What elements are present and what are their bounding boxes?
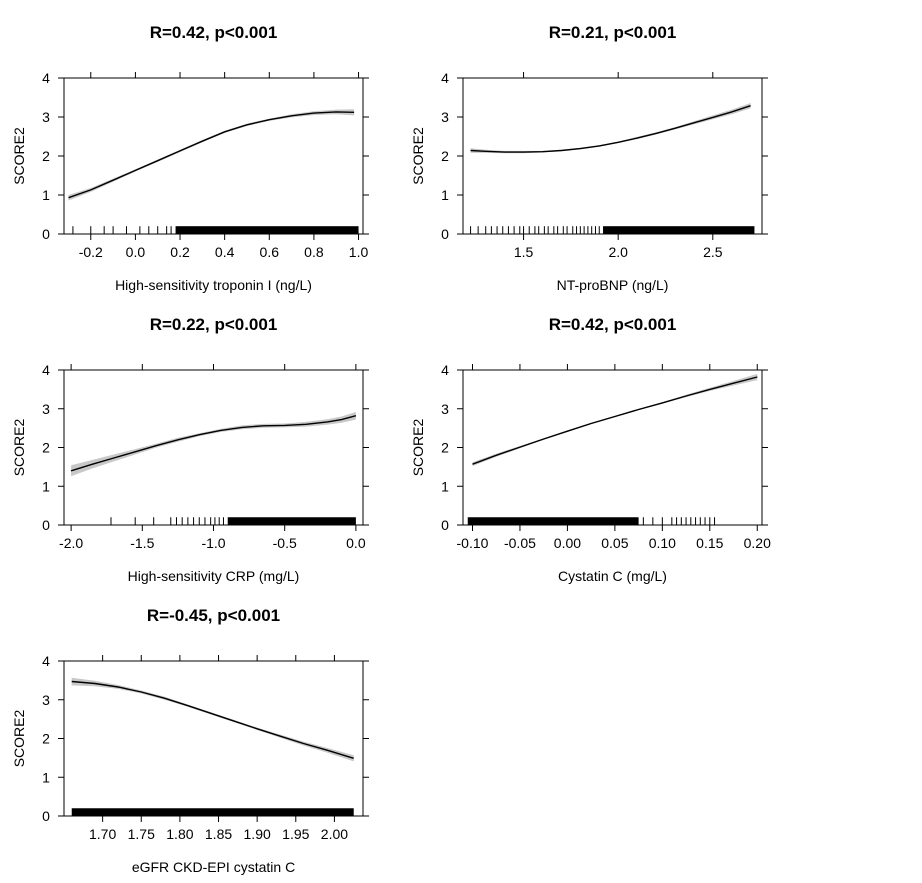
x-tick-label: -2.0 bbox=[59, 535, 83, 551]
y-axis-label: SCORE2 bbox=[410, 127, 426, 185]
x-tick-label: 1.0 bbox=[349, 244, 369, 260]
rug-dense-block bbox=[175, 226, 359, 234]
x-axis-label: Cystatin C (mg/L) bbox=[558, 568, 667, 584]
x-tick-label: 1.95 bbox=[282, 826, 309, 842]
x-tick-label: -0.10 bbox=[457, 535, 489, 551]
x-tick-label: 2.0 bbox=[608, 244, 628, 260]
x-tick-label: 0.05 bbox=[601, 535, 628, 551]
x-axis-label: High-sensitivity troponin I (ng/L) bbox=[115, 277, 312, 293]
y-tick-label: 0 bbox=[42, 808, 50, 824]
y-tick-label: 4 bbox=[42, 362, 50, 378]
rug-dense-block bbox=[71, 808, 354, 816]
y-tick-label: 2 bbox=[441, 148, 449, 164]
y-tick-label: 2 bbox=[42, 440, 50, 456]
y-tick-label: 3 bbox=[441, 109, 449, 125]
x-tick-label: 0.2 bbox=[170, 244, 190, 260]
confidence-band bbox=[71, 677, 354, 762]
x-tick-label: 2.00 bbox=[321, 826, 348, 842]
plot-frame bbox=[63, 77, 364, 235]
fitted-curve bbox=[71, 680, 354, 759]
x-tick-label: -0.5 bbox=[273, 535, 297, 551]
x-tick-label: 1.80 bbox=[166, 826, 193, 842]
y-tick-label: 2 bbox=[441, 440, 449, 456]
rug-dense-block bbox=[467, 517, 639, 525]
chart-title: R=-0.45, p<0.001 bbox=[147, 606, 280, 625]
x-tick-label: 0.0 bbox=[126, 244, 146, 260]
chart-title: R=0.42, p<0.001 bbox=[150, 23, 278, 42]
x-axis-label: eGFR CKD-EPI cystatin C bbox=[132, 859, 295, 875]
y-tick-label: 3 bbox=[42, 692, 50, 708]
y-axis-label: SCORE2 bbox=[410, 419, 426, 477]
panel-1: R=0.42, p<0.001 -0.2 0.0 0.2 0.4 0.6 0.8 1.0 0 1 2… bbox=[11, 23, 369, 293]
y-tick-label: 1 bbox=[42, 187, 50, 203]
y-axis-label: SCORE2 bbox=[11, 419, 27, 477]
y-tick-label: 1 bbox=[42, 478, 50, 494]
x-tick-label: 0.00 bbox=[554, 535, 581, 551]
confidence-band bbox=[68, 109, 355, 201]
x-axis-label: High-sensitivity CRP (mg/L) bbox=[128, 568, 300, 584]
chart-title: R=0.21, p<0.001 bbox=[549, 23, 677, 42]
rug-dense-block bbox=[227, 517, 356, 525]
rug-dense-block bbox=[603, 226, 755, 234]
x-tick-label: 0.6 bbox=[260, 244, 280, 260]
y-tick-label: 4 bbox=[42, 70, 50, 86]
y-tick-label: 2 bbox=[42, 148, 50, 164]
x-tick-label: -1.5 bbox=[130, 535, 154, 551]
x-tick-label: 0.15 bbox=[696, 535, 723, 551]
x-tick-label: 1.5 bbox=[514, 244, 534, 260]
y-tick-label: 0 bbox=[42, 517, 50, 533]
fitted-curve bbox=[70, 415, 357, 472]
x-tick-label: 0.0 bbox=[346, 535, 366, 551]
x-tick-label: 1.90 bbox=[244, 826, 271, 842]
plot-frame bbox=[462, 77, 763, 235]
confidence-band bbox=[470, 103, 751, 154]
y-axis-label: SCORE2 bbox=[11, 710, 27, 768]
x-tick-label: -0.05 bbox=[504, 535, 536, 551]
plot-frame bbox=[63, 369, 364, 526]
x-tick-label: 2.5 bbox=[703, 244, 723, 260]
chart-title: R=0.42, p<0.001 bbox=[549, 315, 677, 334]
y-tick-label: 1 bbox=[42, 769, 50, 785]
panel-3: R=0.22, p<0.001 -2.0 -1.5 -1.0 -0.5 0.0 0 1 2 3 4 H… bbox=[11, 315, 369, 584]
x-tick-label: -0.2 bbox=[79, 244, 103, 260]
y-tick-label: 3 bbox=[42, 109, 50, 125]
y-tick-label: 1 bbox=[441, 187, 449, 203]
x-tick-label: -1.0 bbox=[201, 535, 225, 551]
chart-title: R=0.22, p<0.001 bbox=[150, 315, 278, 334]
x-axis-label: NT-proBNP (ng/L) bbox=[557, 277, 669, 293]
x-tick-label: 0.8 bbox=[304, 244, 324, 260]
y-tick-label: 4 bbox=[441, 70, 449, 86]
y-axis-label: SCORE2 bbox=[11, 127, 27, 185]
y-tick-label: 0 bbox=[441, 517, 449, 533]
panel-4: R=0.42, p<0.001 -0.10 -0.05 0.00 0.05 0.10 0.1… bbox=[410, 315, 771, 584]
y-tick-label: 2 bbox=[42, 731, 50, 747]
x-tick-label: 0.10 bbox=[649, 535, 676, 551]
y-tick-label: 1 bbox=[441, 478, 449, 494]
y-tick-label: 3 bbox=[441, 401, 449, 417]
plot-frame bbox=[462, 369, 763, 526]
x-tick-label: 1.70 bbox=[89, 826, 116, 842]
x-tick-label: 1.85 bbox=[205, 826, 232, 842]
y-tick-label: 0 bbox=[42, 226, 50, 242]
fitted-curve bbox=[472, 376, 758, 465]
confidence-band bbox=[71, 411, 356, 477]
y-tick-label: 4 bbox=[441, 362, 449, 378]
x-tick-label: 0.4 bbox=[215, 244, 235, 260]
fitted-curve bbox=[68, 111, 355, 199]
fitted-curve bbox=[470, 105, 751, 153]
confidence-band bbox=[472, 373, 758, 467]
y-tick-label: 0 bbox=[441, 226, 449, 242]
panel-5: R=-0.45, p<0.001 1.70 1.75 1.80 1.85 1.90 1.95… bbox=[11, 606, 369, 875]
y-tick-label: 4 bbox=[42, 653, 50, 669]
x-tick-label: 1.75 bbox=[128, 826, 155, 842]
x-tick-label: 0.20 bbox=[744, 535, 771, 551]
y-tick-label: 3 bbox=[42, 401, 50, 417]
panel-2: R=0.21, p<0.001 1.5 2.0 2.5 0 1 2 3 4 NT-proBNP (… bbox=[410, 23, 768, 293]
